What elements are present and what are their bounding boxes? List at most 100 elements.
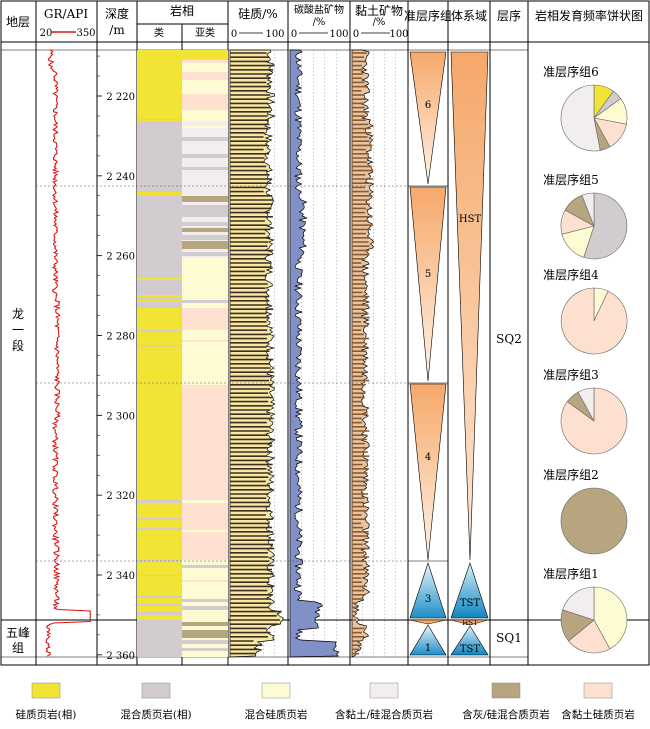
ps-label-4: 4 (425, 452, 431, 463)
gr-header: GR/API (44, 7, 88, 21)
pie-slice (577, 387, 595, 422)
gr-max: 350 (76, 28, 95, 39)
facies-class-line (137, 528, 182, 530)
legend-label: 混合硅质页岩 (245, 708, 308, 721)
parasequence-cone-1 (409, 624, 447, 656)
facies-subclass-band (182, 72, 228, 80)
pie-slice (581, 192, 595, 227)
facies-subclass-band (182, 330, 228, 385)
facies-subclass-line (182, 622, 228, 626)
formation-upper-1: 龙 (12, 307, 24, 321)
facies-class-line (137, 630, 182, 632)
sequence-sq1: SQ1 (496, 631, 522, 645)
pie-header: 岩相发育频率饼状图 (535, 8, 643, 23)
facies-subclass-line (182, 205, 228, 217)
parasequence-cones: 6 5 4 3 1 (408, 51, 448, 656)
facies-subclass-band (182, 560, 228, 620)
facies-class-band (137, 620, 182, 657)
pie-slice (560, 487, 628, 555)
legend-label: 含黏土硅质页岩 (561, 708, 635, 721)
facies-subclass-line (182, 167, 228, 170)
column-dividers (35, 1, 529, 665)
facies-class-column (137, 50, 182, 657)
parasequence-header: 准层序组 (404, 8, 452, 23)
log-fill (351, 49, 375, 658)
depth-label: 2 320 (106, 491, 135, 502)
facies-subclass-band (182, 110, 228, 118)
ps-label-3: 3 (425, 594, 431, 605)
parasequence-cone-6 (409, 51, 447, 185)
facies-subclass-line (182, 196, 228, 202)
facies-class-line (137, 118, 182, 119)
facies-subclass-line (182, 340, 228, 342)
facies-class-line (137, 612, 182, 615)
depth-label: 2 300 (106, 411, 135, 422)
pie-label: 准层序组1 (543, 566, 599, 581)
depth-label: 2 360 (106, 651, 135, 662)
carbonate-max: 100 (329, 29, 348, 40)
facies-subclass-band (182, 258, 228, 308)
legend-label: 含灰/硅混合质页岩 (462, 708, 550, 721)
facies-subclass-line (182, 500, 228, 503)
facies-header: 岩相 (170, 3, 194, 18)
siliceous-max: 100 (265, 29, 284, 40)
facies-subclass-band (182, 308, 228, 330)
clay-min: 0 (353, 29, 359, 40)
facies-class-line (137, 194, 182, 195)
pie-label: 准层序组3 (543, 367, 599, 382)
depth-unit: /m (109, 23, 125, 37)
clay-header: 黏土矿物 (355, 4, 403, 18)
facies-class-line (137, 94, 182, 96)
legend-swatch (491, 682, 521, 699)
facies-subclass-line (182, 235, 228, 240)
sequence-header: 层序 (497, 8, 521, 23)
facies-subclass-line (182, 640, 228, 644)
siliceous-header: 硅质/% (238, 7, 277, 21)
legend-swatch (369, 682, 399, 699)
facies-class-line (137, 295, 182, 297)
clay-max: 100 (389, 29, 408, 40)
legend-swatch (31, 682, 61, 699)
facies-class-line (137, 518, 182, 520)
facies-subclass-band (182, 385, 228, 560)
tst-lower-cone (450, 625, 489, 656)
pie-label: 准层序组5 (543, 172, 599, 187)
st-label-tst-upper: TST (460, 598, 481, 609)
siliceous-min: 0 (231, 29, 237, 40)
depth-label: 2 240 (106, 172, 135, 183)
outer-frame (0, 0, 650, 666)
facies-subclass-column (182, 50, 228, 657)
legend-label: 硅质页岩(相) (16, 708, 77, 721)
clay-unit: /% (373, 17, 386, 28)
facies-subclass-line (182, 565, 228, 568)
facies-class-line (137, 640, 182, 642)
gr-min: 20 (40, 28, 53, 39)
facies-class-line (137, 278, 182, 280)
facies-subclass-line (182, 60, 228, 63)
formation-lower-2: 组 (12, 641, 24, 655)
ps-label-5: 5 (425, 269, 431, 280)
facies-subclass-line (182, 606, 228, 610)
pie-slice (560, 84, 601, 152)
tst-upper-cone (450, 562, 489, 619)
facies-class-band (137, 308, 182, 620)
facies-class-band (137, 192, 182, 308)
depth-header: 深度 (105, 6, 129, 21)
st-label-hst-upper: HST (459, 214, 482, 225)
pie-label: 准层序组2 (543, 467, 599, 482)
facies-subclass-line (182, 126, 228, 128)
facies-subclass-band (182, 50, 228, 60)
facies-subclass-line (182, 530, 228, 532)
facies-class-line (137, 560, 182, 562)
facies-class-line (137, 575, 182, 576)
hst-lower-cone (450, 619, 489, 626)
legend-label: 含黏土/硅混合质页岩 (335, 708, 433, 721)
facies-class-line (137, 300, 182, 302)
facies-subclass-line (182, 228, 228, 232)
depth-label: 2 260 (106, 252, 135, 263)
facies-subclass-line (182, 252, 228, 256)
facies-class-line (137, 604, 182, 606)
depth-label: 2 220 (106, 92, 135, 103)
sequence-sq2: SQ2 (496, 332, 522, 346)
